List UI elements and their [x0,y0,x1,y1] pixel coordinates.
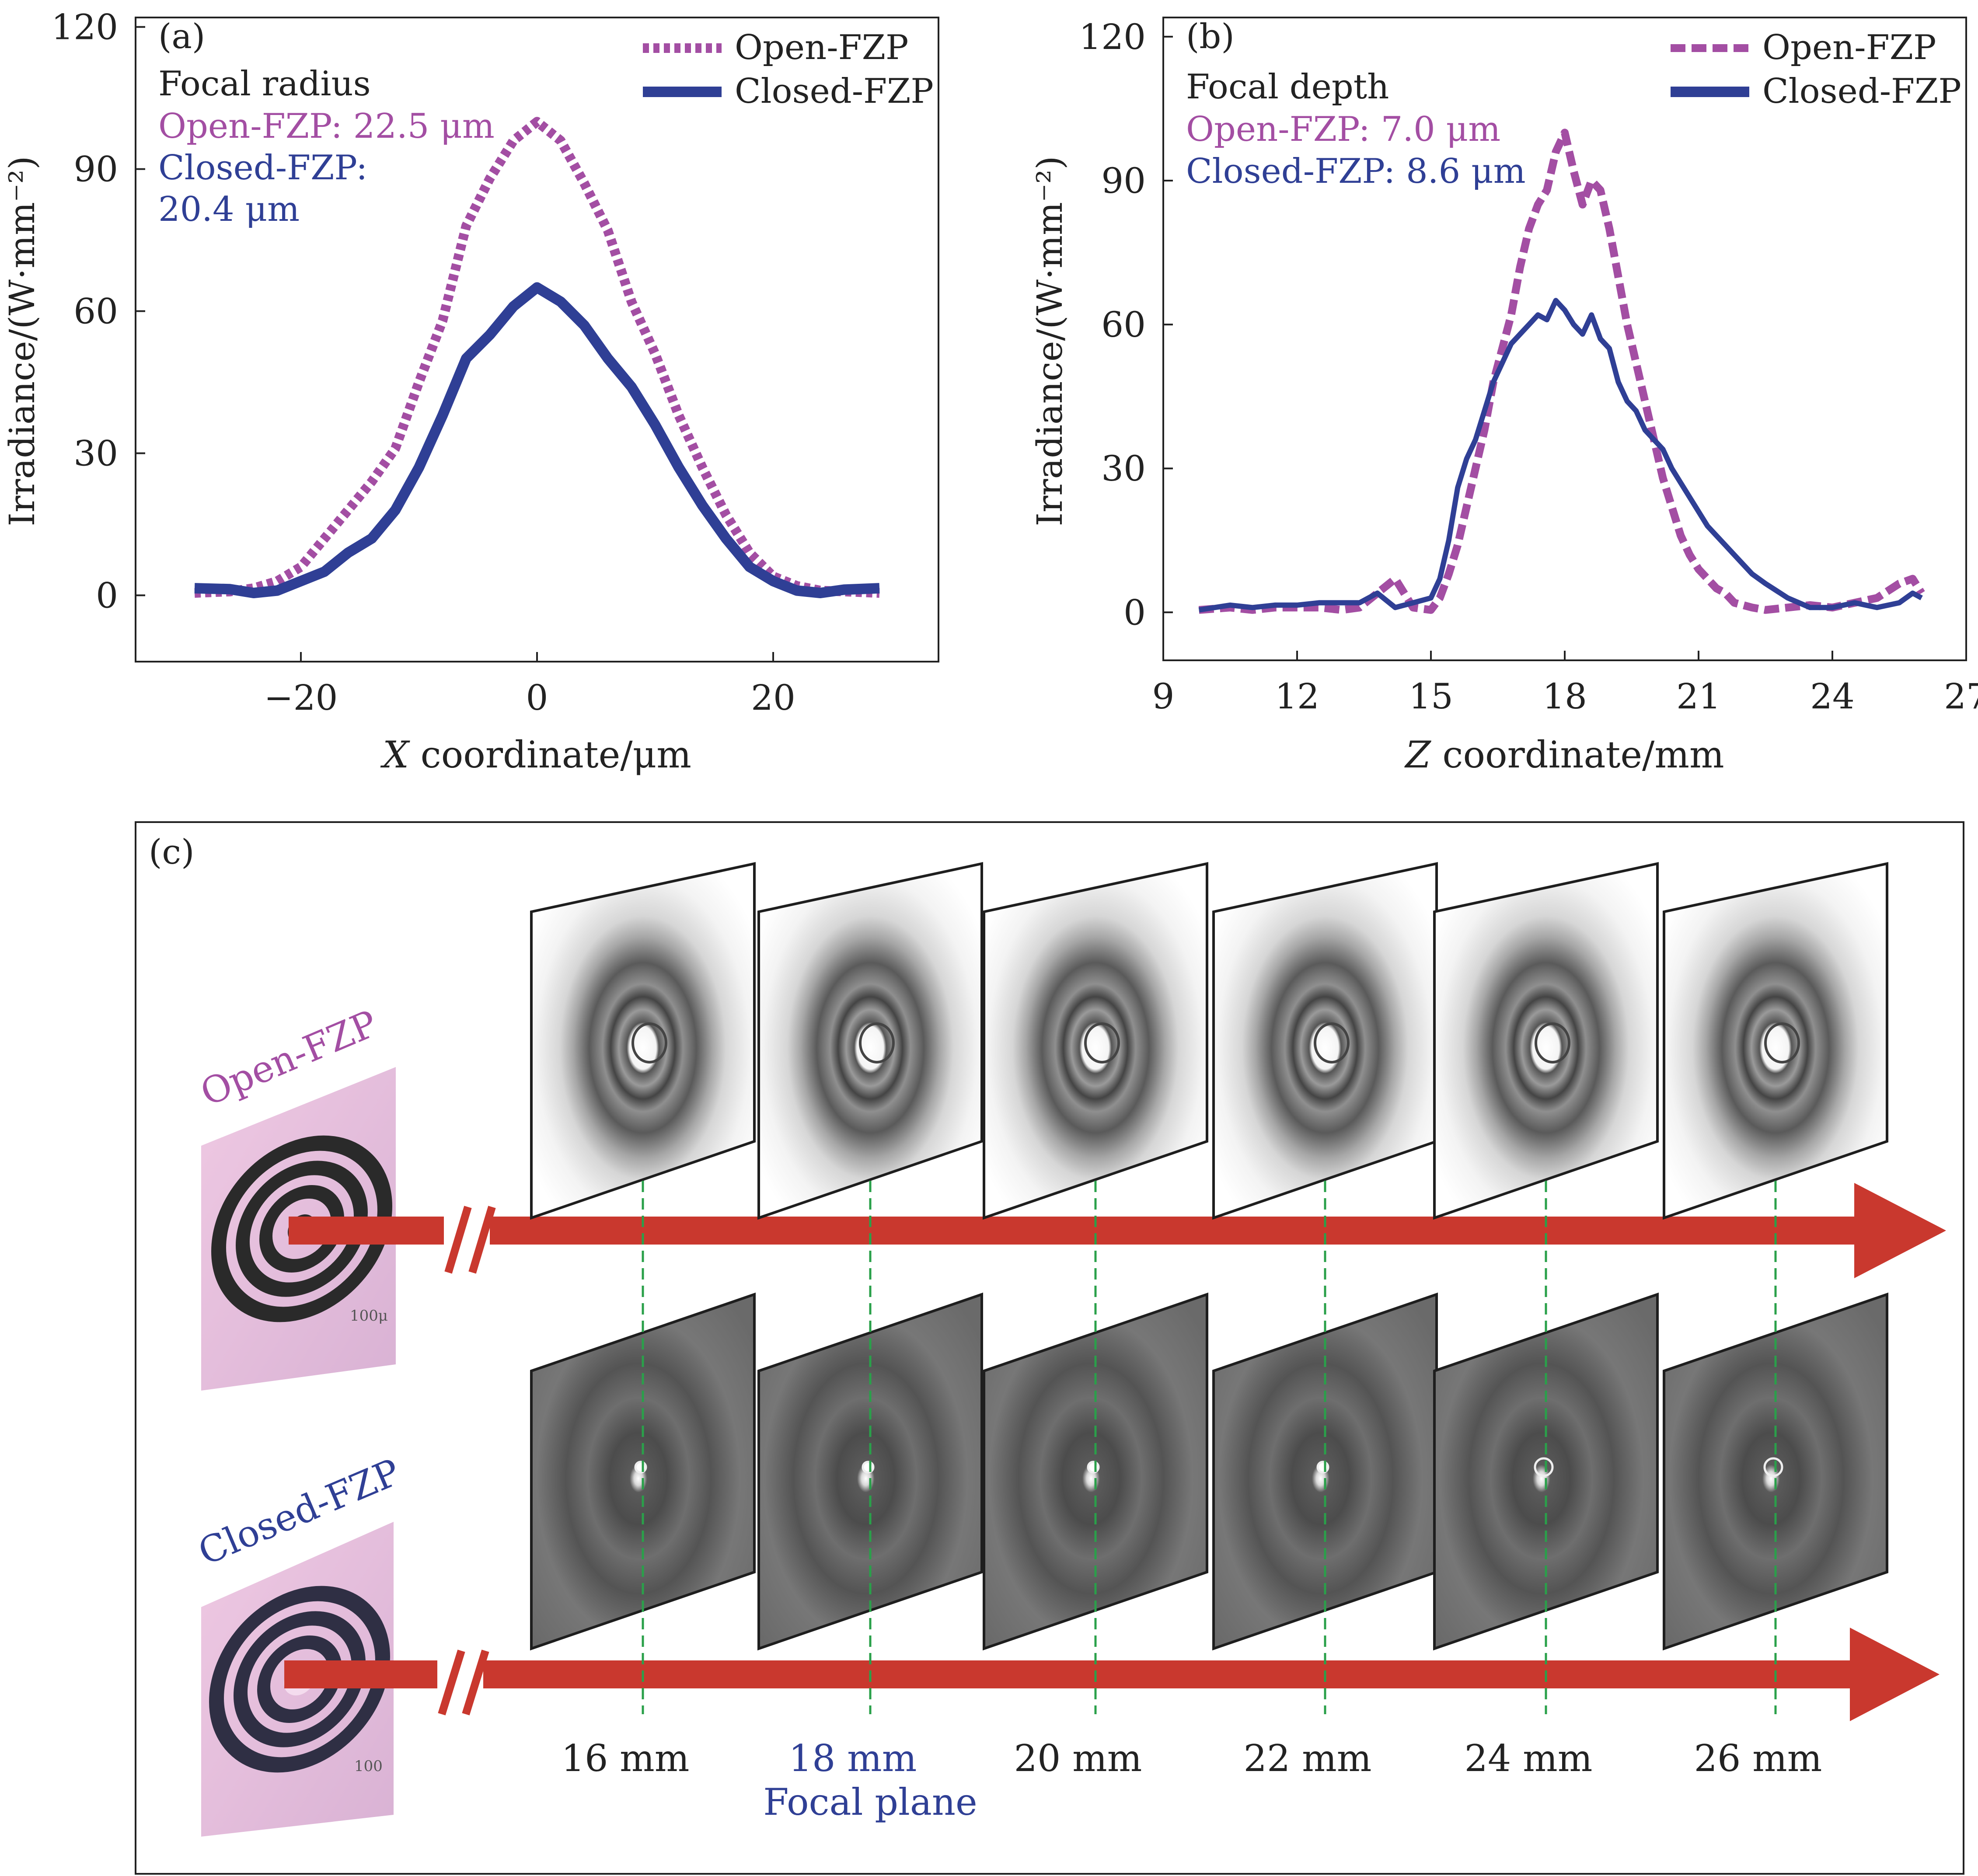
panel-b-ticks: 9 12 15 18 21 24 27 0 30 60 90 120 [1079,17,1978,717]
panel-a-annotation-open: Open-FZP: 22.5 μm [158,107,495,146]
position-label: 26 mm [1694,1737,1822,1780]
x-tick-label: 20 [751,677,795,718]
open-fzp-frame [983,862,1208,1220]
panel-b-annotation-heading: Focal depth [1186,67,1389,107]
panel-b-x-axis-label-rest: coordinate/mm [1431,733,1724,776]
panel-a-legend-closed-label: Closed-FZP [735,72,934,111]
focal-plane-label: Focal plane [763,1781,977,1824]
y-tick-label: 60 [1101,304,1146,345]
x-tick-label: 27 [1944,676,1978,717]
panel-b-x-axis-label-var: Z [1404,733,1431,776]
open-fzp-beam-arrow [289,1183,1946,1278]
open-fzp-intensity-frames [530,862,1888,1220]
closed-beam-break-icon [438,1649,489,1716]
panel-c-illustration: (c) 100μ Open-FZP 100 Closed-FZP [135,821,1964,1875]
open-fzp-frame-image [530,862,756,1220]
y-tick-label: 120 [51,7,118,48]
panel-b-closed-fzp-line [1198,298,1923,613]
closed-fzp-focal-spot [1534,1457,1554,1477]
closed-fzp-focal-spot [1763,1457,1783,1477]
panel-b-annotation-open: Open-FZP: 7.0 μm [1186,110,1500,149]
open-fzp-focal-ring [1314,1022,1350,1064]
position-labels: 16 mm 18 mm 20 mm 22 mm 24 mm 26 mm [562,1737,1822,1780]
panel-a-ticks: −20 0 20 0 30 60 90 120 [51,7,795,718]
open-fzp-focal-ring [631,1022,667,1064]
x-tick-label: 18 [1542,676,1587,717]
closed-fzp-focal-spot [634,1461,647,1474]
y-tick-label: 30 [73,433,118,474]
closed-fzp-focal-spot [862,1461,875,1474]
open-fzp-focal-ring [859,1022,895,1064]
open-fzp-frame [530,862,756,1220]
open-fzp-focal-ring [1084,1022,1120,1064]
panel-a-annotation-heading: Focal radius [158,64,371,104]
closed-fzp-focal-spot [1316,1461,1329,1474]
x-tick-label: 12 [1275,676,1319,717]
panel-a-x-axis-label: X coordinate/μm [380,733,691,776]
panel-a-closed-fzp-line [194,282,880,598]
panel-b-x-axis-label: Z coordinate/mm [1404,733,1724,776]
open-beam-stub [289,1217,444,1245]
position-label: 18 mm [789,1737,917,1780]
open-fzp-frame [757,862,983,1220]
open-fzp-frame-image [1433,862,1659,1220]
y-tick-label: 30 [1101,448,1146,489]
open-fzp-focal-ring [1764,1022,1800,1064]
panel-a-x-axis-label-rest: coordinate/μm [409,733,691,776]
panel-a-label: (a) [158,17,205,56]
closed-fzp-focal-spot [1087,1461,1100,1474]
open-fzp-focal-ring [1535,1022,1570,1064]
open-beam-arrow-body [490,1183,1946,1278]
open-fzp-frame-image [983,862,1208,1220]
closed-beam-stub [284,1660,437,1688]
x-tick-label: −20 [264,677,338,718]
closed-fzp-scale-label: 100 [354,1757,383,1775]
panel-b-open-fzp-line [1198,129,1925,614]
closed-beam-arrow-body [483,1628,1940,1721]
y-tick-label: 90 [73,149,118,190]
panel-b-annotation-closed: Closed-FZP: 8.6 μm [1186,152,1526,191]
closed-fzp-beam-arrow [284,1628,1940,1721]
y-tick-label: 0 [96,575,118,616]
panel-b-legend-open-label: Open-FZP [1762,28,1936,67]
open-fzp-scale-label: 100μ [350,1307,388,1325]
position-label: 24 mm [1465,1737,1593,1780]
y-tick-label: 90 [1101,160,1146,201]
panel-a-y-axis-label: Irradiance/(W·mm⁻²) [2,156,42,527]
x-tick-label: 0 [526,677,548,718]
y-tick-label: 120 [1079,17,1146,57]
open-fzp-frame-image [757,862,983,1220]
position-label: 20 mm [1014,1737,1142,1780]
panel-a-x-axis-label-var: X [380,733,410,776]
panel-a-legend-open-label: Open-FZP [735,28,908,67]
y-tick-label: 60 [73,291,118,332]
x-tick-label: 15 [1409,676,1453,717]
panel-a-chart: −20 0 20 0 30 60 90 120 (a) Focal radius Open-F… [2,7,939,776]
panel-b-label: (b) [1186,17,1235,56]
panel-a-annotation-closed-2: 20.4 μm [158,190,300,229]
position-label: 16 mm [562,1737,690,1780]
x-tick-label: 21 [1676,676,1721,717]
position-guide-lines [642,1181,1777,1714]
open-fzp-frame-image [1663,862,1888,1220]
panel-b-legend-closed-label: Closed-FZP [1762,72,1961,111]
open-fzp-frame [1663,862,1888,1220]
open-beam-break-icon [444,1206,496,1274]
x-tick-label: 24 [1810,676,1855,717]
panel-c-label: (c) [149,833,195,872]
open-fzp-frame [1433,862,1659,1220]
panel-a-open-fzp-line [194,117,880,598]
panel-a-annotation-closed-1: Closed-FZP: [158,148,367,188]
y-tick-label: 0 [1123,592,1146,633]
panel-b-y-axis-label: Irradiance/(W·mm⁻²) [1029,156,1070,527]
x-tick-label: 9 [1152,676,1175,717]
position-label: 22 mm [1244,1737,1372,1780]
